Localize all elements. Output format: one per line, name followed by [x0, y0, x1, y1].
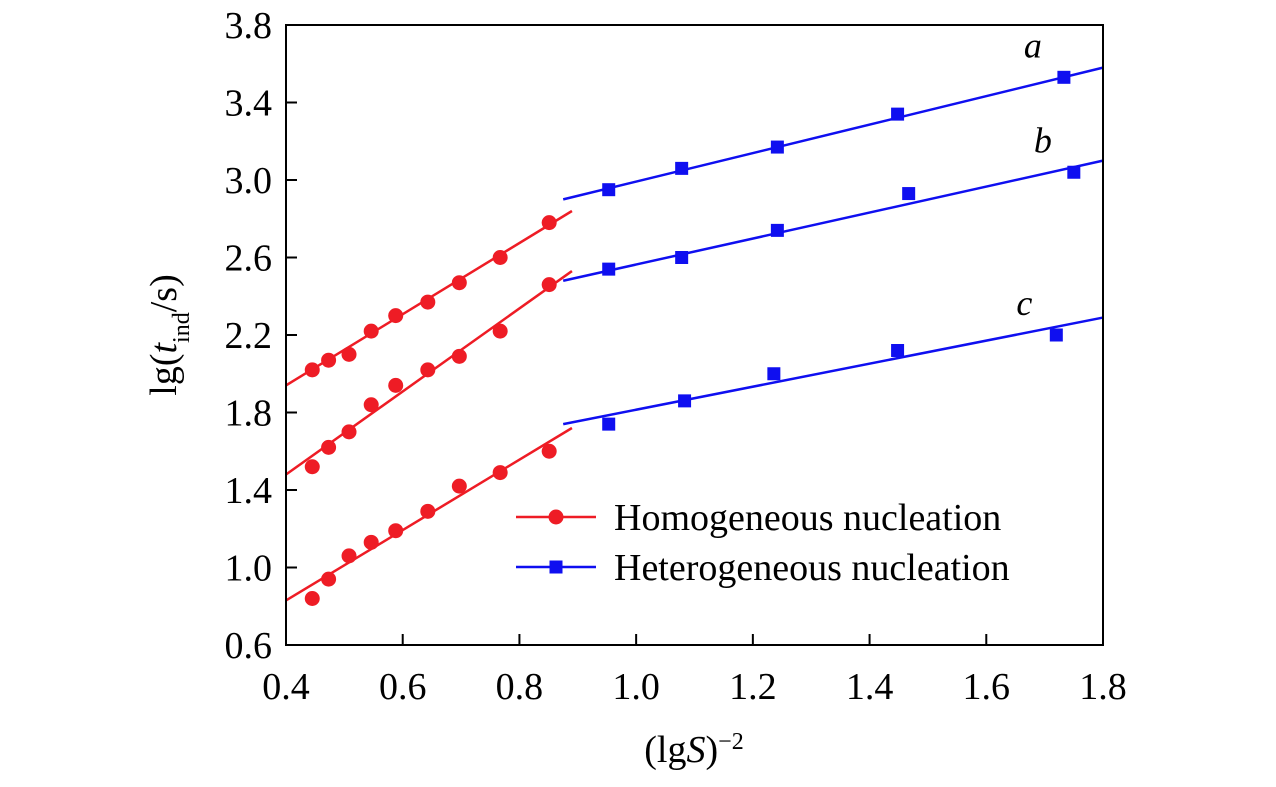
- point-heterogeneous-a-4: [1057, 70, 1071, 84]
- data-markers: [304, 70, 1081, 606]
- point-homogeneous-a-7: [492, 250, 508, 265]
- point-heterogeneous-a-3: [891, 107, 905, 121]
- legend-marker-0: [548, 509, 564, 525]
- x-tick-label-1.8: 1.8: [1079, 666, 1127, 708]
- point-homogeneous-b-8: [541, 277, 557, 293]
- y-tick-label-3.4: 3.4: [225, 83, 273, 125]
- point-heterogeneous-c-2: [767, 367, 781, 381]
- y-tick-label-2.6: 2.6: [225, 238, 273, 280]
- y-tick-label-1.8: 1.8: [225, 393, 273, 435]
- point-homogeneous-c-0: [304, 591, 320, 606]
- x-tick-label-1.0: 1.0: [612, 666, 660, 708]
- point-homogeneous-a-4: [388, 308, 404, 324]
- legend-marker-1: [549, 560, 563, 574]
- point-homogeneous-b-1: [321, 439, 337, 455]
- point-homogeneous-c-6: [451, 478, 467, 494]
- point-heterogeneous-c-3: [891, 344, 905, 357]
- point-homogeneous-c-1: [321, 571, 337, 587]
- x-tick-label-0.6: 0.6: [379, 666, 427, 708]
- x-axis-title-var: S: [687, 729, 706, 771]
- point-homogeneous-b-6: [451, 348, 467, 364]
- curve-label-c: c: [1016, 283, 1032, 323]
- point-homogeneous-c-2: [341, 548, 357, 564]
- point-homogeneous-c-8: [541, 443, 557, 459]
- point-heterogeneous-a-2: [770, 140, 784, 154]
- point-homogeneous-a-6: [451, 275, 467, 291]
- x-axis-title: (lgS)−2: [644, 729, 743, 771]
- legend-label-1: Heterogeneous nucleation: [614, 547, 1010, 589]
- point-heterogeneous-c-0: [602, 417, 616, 431]
- x-tick-label-1.6: 1.6: [963, 666, 1011, 708]
- y-axis-title-var: t: [143, 342, 185, 354]
- point-heterogeneous-b-0: [602, 262, 616, 276]
- point-heterogeneous-b-1: [675, 251, 689, 264]
- point-homogeneous-b-3: [363, 397, 379, 413]
- y-tick-label-0.6: 0.6: [225, 625, 273, 667]
- x-tick-label-0.8: 0.8: [496, 666, 544, 708]
- y-tick-label-1.0: 1.0: [225, 548, 273, 590]
- legend-label-0: Homogeneous nucleation: [614, 497, 1001, 539]
- point-homogeneous-b-0: [304, 459, 320, 475]
- curve-label-a: a: [1024, 25, 1042, 65]
- point-homogeneous-c-5: [420, 503, 436, 519]
- x-axis-title-sup: −2: [718, 729, 744, 755]
- x-tick-label-1.2: 1.2: [729, 666, 777, 708]
- point-homogeneous-a-8: [541, 215, 557, 231]
- point-homogeneous-a-1: [321, 352, 337, 368]
- point-homogeneous-a-5: [420, 294, 436, 310]
- point-heterogeneous-a-1: [675, 161, 689, 175]
- fit-line-heterogeneous-a: [562, 66, 1104, 201]
- y-tick-label-2.2: 2.2: [225, 315, 273, 357]
- point-heterogeneous-c-1: [678, 394, 692, 408]
- point-heterogeneous-b-2: [770, 223, 784, 237]
- axes: 0.4 0.6 0.8 1.0 1.2 1.4 1.6 1.80.61.01.41.82.22…: [225, 5, 1127, 708]
- point-homogeneous-c-3: [363, 534, 379, 550]
- fit-line-heterogeneous-c: [562, 316, 1104, 426]
- x-axis-title-close: ): [706, 729, 719, 771]
- point-homogeneous-a-0: [304, 362, 320, 378]
- y-tick-label-1.4: 1.4: [225, 470, 273, 512]
- curve-label-b: b: [1034, 120, 1052, 160]
- point-homogeneous-c-4: [388, 523, 404, 539]
- point-heterogeneous-c-4: [1049, 328, 1063, 342]
- point-homogeneous-b-4: [388, 377, 404, 393]
- point-homogeneous-a-3: [363, 323, 379, 339]
- legend: Homogeneous nucleation Heterogeneous nucl…: [516, 497, 1010, 589]
- point-heterogeneous-a-0: [602, 183, 616, 197]
- point-homogeneous-b-2: [341, 424, 357, 440]
- y-axis-title-pre: lg(: [143, 354, 185, 396]
- point-heterogeneous-b-4: [1067, 165, 1081, 179]
- x-axis-title-open: (lg: [644, 729, 686, 771]
- y-tick-label-3.0: 3.0: [225, 160, 273, 202]
- y-tick-label-3.8: 3.8: [225, 5, 273, 47]
- curve-labels: a b c: [1016, 25, 1052, 323]
- y-axis-title-sub: ind: [169, 312, 195, 343]
- point-homogeneous-a-2: [341, 346, 357, 362]
- x-tick-label-1.4: 1.4: [846, 666, 894, 708]
- point-heterogeneous-b-3: [902, 187, 916, 201]
- x-tick-label-0.4: 0.4: [262, 666, 310, 708]
- fit-line-heterogeneous-b: [562, 159, 1104, 282]
- y-axis-title-post: /s): [143, 274, 185, 312]
- y-axis-title: lg(tind/s): [143, 274, 195, 395]
- point-homogeneous-b-5: [420, 362, 436, 378]
- point-homogeneous-c-7: [492, 465, 508, 481]
- point-homogeneous-b-7: [492, 323, 508, 339]
